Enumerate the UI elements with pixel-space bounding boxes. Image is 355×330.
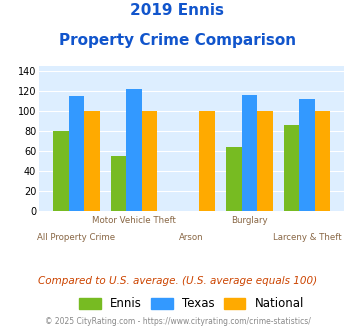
Text: All Property Crime: All Property Crime xyxy=(37,233,115,242)
Text: Compared to U.S. average. (U.S. average equals 100): Compared to U.S. average. (U.S. average … xyxy=(38,276,317,285)
Bar xyxy=(242,95,257,211)
Text: Motor Vehicle Theft: Motor Vehicle Theft xyxy=(92,216,176,225)
Text: Arson: Arson xyxy=(179,233,204,242)
Bar xyxy=(84,111,100,211)
Bar xyxy=(299,99,315,211)
Legend: Ennis, Texas, National: Ennis, Texas, National xyxy=(75,293,309,315)
Bar xyxy=(126,89,142,211)
Bar xyxy=(142,111,157,211)
Text: 2019 Ennis: 2019 Ennis xyxy=(131,3,224,18)
Text: © 2025 CityRating.com - https://www.cityrating.com/crime-statistics/: © 2025 CityRating.com - https://www.city… xyxy=(45,317,310,326)
Bar xyxy=(284,125,299,211)
Bar xyxy=(111,156,126,211)
Bar xyxy=(226,147,242,211)
Bar xyxy=(315,111,331,211)
Text: Property Crime Comparison: Property Crime Comparison xyxy=(59,33,296,48)
Bar xyxy=(53,131,69,211)
Text: Larceny & Theft: Larceny & Theft xyxy=(273,233,342,242)
Bar xyxy=(257,111,273,211)
Text: Burglary: Burglary xyxy=(231,216,268,225)
Bar xyxy=(200,111,215,211)
Bar xyxy=(69,96,84,211)
